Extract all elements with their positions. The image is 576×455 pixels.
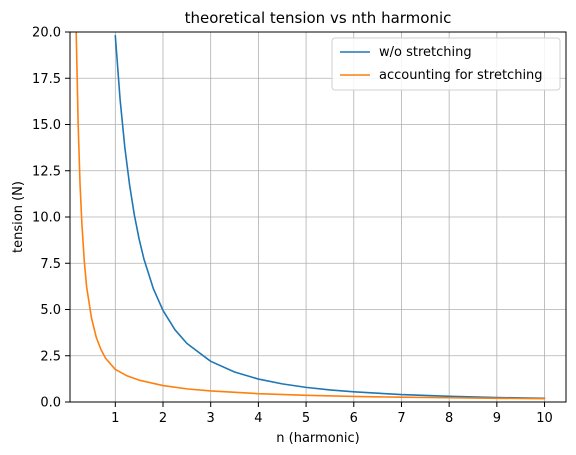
y-axis-label: tension (N) bbox=[11, 181, 26, 253]
y-tick-label: 7.5 bbox=[40, 257, 61, 272]
y-tick-label: 2.5 bbox=[40, 349, 61, 364]
y-axis: 0.0 2.5 5.0 7.5 10.0 12.5 15.0 17.5 20.0 bbox=[32, 26, 70, 411]
x-tick-label: 2 bbox=[159, 411, 167, 426]
x-tick-label: 4 bbox=[254, 411, 262, 426]
series-layer bbox=[75, 32, 546, 400]
x-tick-label: 3 bbox=[207, 411, 215, 426]
series-line-w-o-stretching bbox=[114, 34, 546, 400]
legend: w/o stretching accounting for stretching bbox=[331, 37, 561, 91]
y-tick-label: 5.0 bbox=[40, 303, 61, 318]
plot-area bbox=[69, 31, 567, 403]
x-tick-label: 8 bbox=[445, 411, 453, 426]
x-tick-label: 9 bbox=[493, 411, 501, 426]
x-tick-label: 6 bbox=[350, 411, 358, 426]
x-tick-label: 1 bbox=[111, 411, 119, 426]
x-tick-label: 7 bbox=[397, 411, 405, 426]
legend-box bbox=[331, 37, 561, 91]
x-axis: 1 2 3 4 5 6 7 8 9 10 bbox=[111, 402, 553, 426]
y-tick-label: 10.0 bbox=[32, 211, 61, 226]
y-tick-label: 12.5 bbox=[32, 164, 61, 179]
x-tick-label: 5 bbox=[302, 411, 310, 426]
legend-label-accounting-for-stretching: accounting for stretching bbox=[379, 68, 543, 83]
x-axis-label: n (harmonic) bbox=[276, 431, 359, 446]
y-tick-label: 0.0 bbox=[40, 396, 61, 411]
legend-label-w-o-stretching: w/o stretching bbox=[379, 45, 472, 60]
y-tick-label: 20.0 bbox=[32, 26, 61, 41]
series-line-accounting-for-stretching bbox=[75, 32, 546, 400]
y-tick-label: 15.0 bbox=[32, 118, 61, 133]
x-tick-label: 10 bbox=[536, 411, 553, 426]
chart-title: theoretical tension vs nth harmonic bbox=[185, 9, 452, 27]
y-tick-label: 17.5 bbox=[32, 72, 61, 87]
